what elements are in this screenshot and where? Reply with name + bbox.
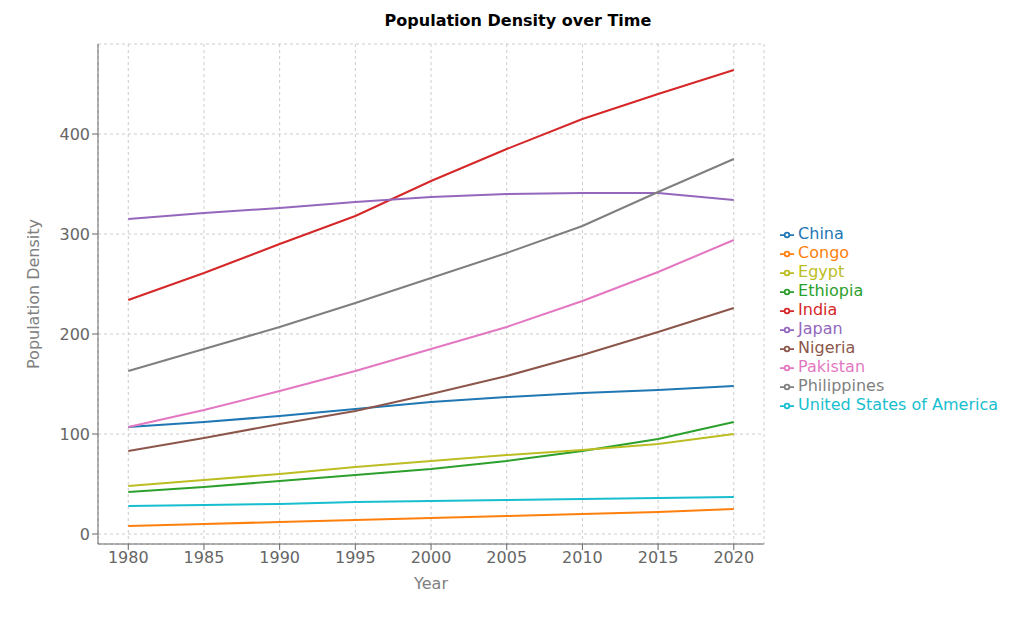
html-text:India: India [798, 300, 838, 319]
html-text:Egypt: Egypt [798, 262, 845, 281]
svg-text:Year: Year [413, 574, 448, 593]
html-text:United States of America: United States of America [798, 395, 998, 414]
svg-text:2015: 2015 [638, 548, 679, 567]
svg-text:1985: 1985 [184, 548, 225, 567]
svg-text:1995: 1995 [335, 548, 376, 567]
html-text:Ethiopia: Ethiopia [798, 281, 864, 300]
svg-text:2000: 2000 [411, 548, 452, 567]
svg-text:400: 400 [59, 125, 90, 144]
svg-text:Population Density: Population Density [24, 219, 43, 369]
svg-text:300: 300 [59, 225, 90, 244]
svg-text:1990: 1990 [259, 548, 300, 567]
html-text:Population Density over Time: Population Density over Time [384, 11, 652, 30]
html-text:Japan: Japan [798, 319, 843, 338]
html-text:Congo: Congo [798, 243, 850, 262]
svg-text:2020: 2020 [713, 548, 754, 567]
svg-text:1980: 1980 [108, 548, 149, 567]
svg-text:100: 100 [59, 425, 90, 444]
svg-text:2010: 2010 [562, 548, 603, 567]
svg-text:2005: 2005 [486, 548, 527, 567]
html-text:Nigeria: Nigeria [798, 338, 856, 357]
html-text:Pakistan: Pakistan [798, 357, 866, 376]
html-text:China: China [798, 224, 844, 243]
svg-text:200: 200 [59, 325, 90, 344]
svg-text:0: 0 [80, 525, 90, 544]
html-text:Philippines: Philippines [798, 376, 885, 395]
